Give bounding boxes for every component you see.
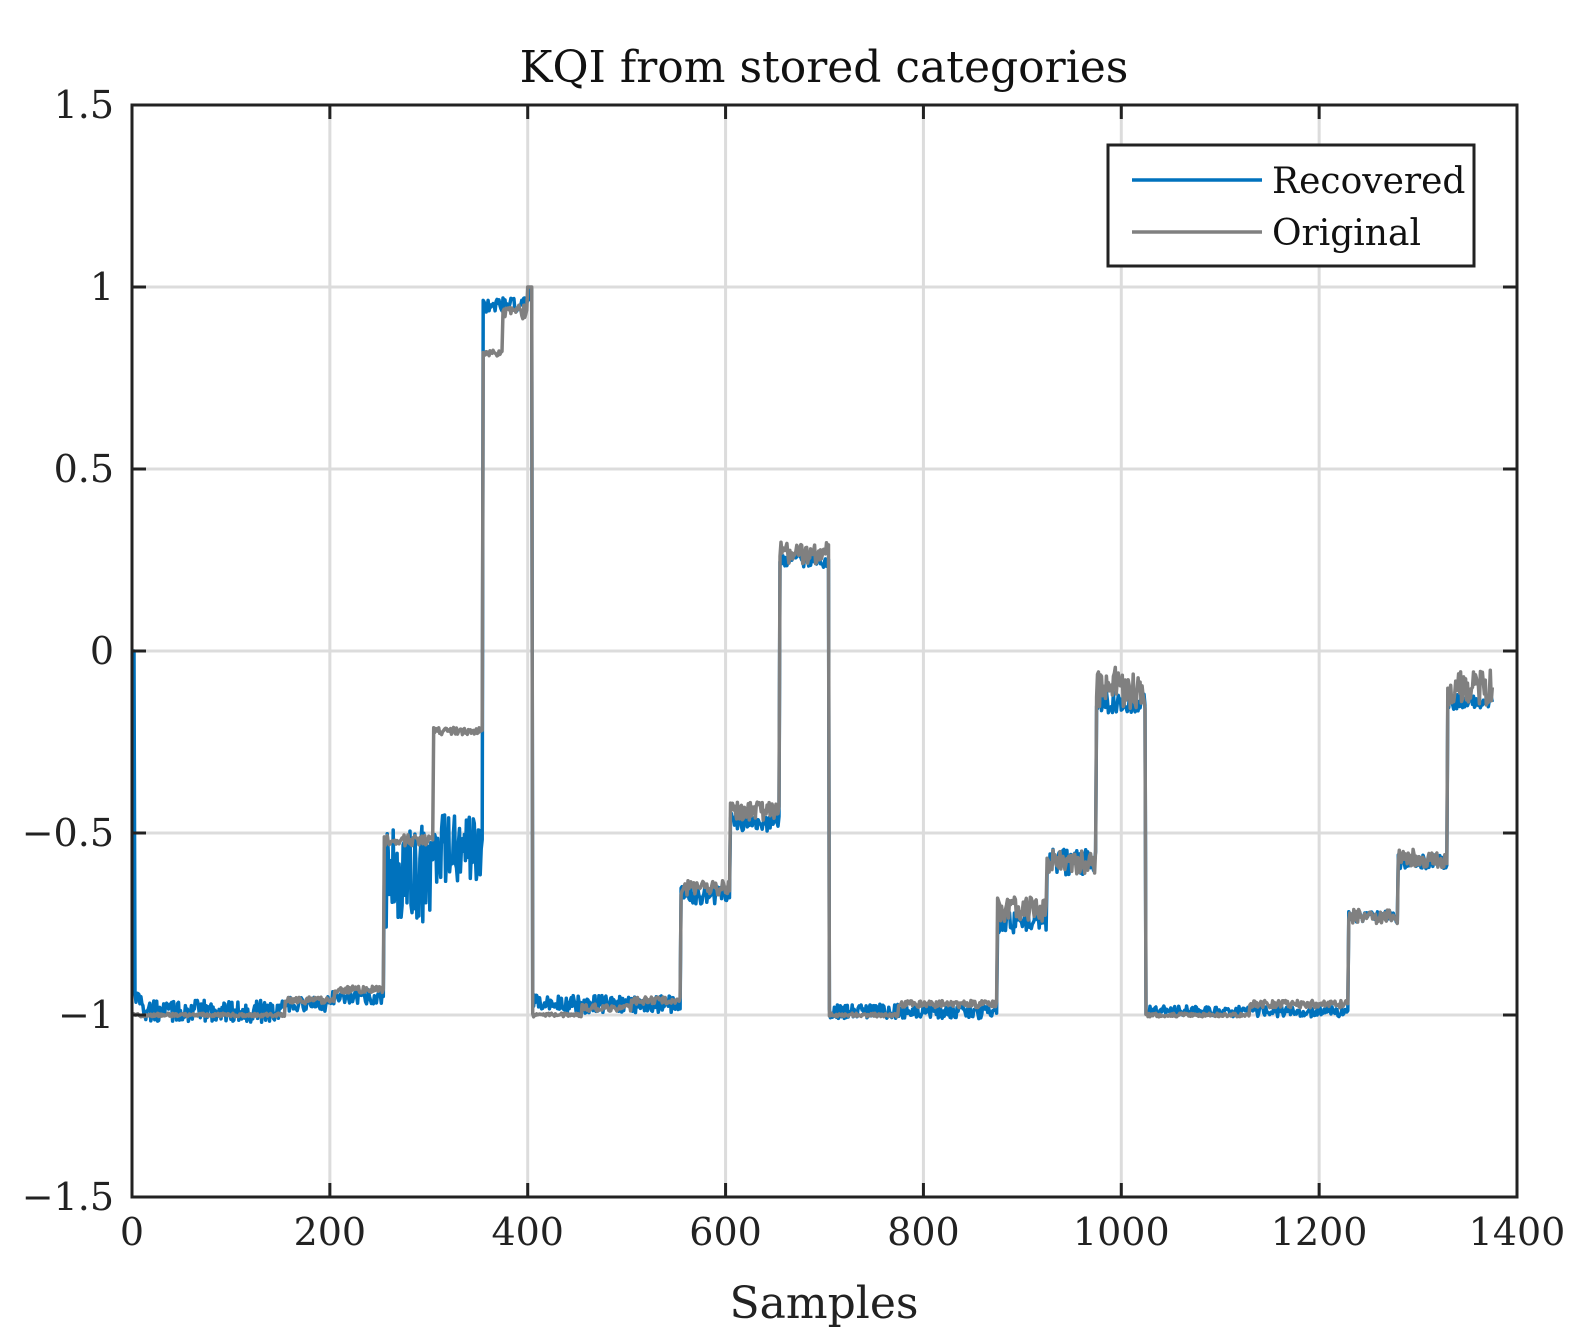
y-tick-label: −1	[58, 993, 114, 1037]
x-tick-labels: 0 200 400 600 800 1000 1200 1400	[120, 1210, 1565, 1254]
y-tick-label: 0	[90, 629, 114, 673]
x-tick-label: 200	[294, 1210, 367, 1254]
x-tick-label: 1000	[1073, 1210, 1170, 1254]
legend-box	[1106, 143, 1476, 268]
x-tick-label: 0	[120, 1210, 144, 1254]
y-tick-label: 1	[90, 265, 114, 309]
chart-title: KQI from stored categories	[520, 42, 1129, 93]
x-tick-label: 400	[491, 1210, 564, 1254]
y-tick-labels: 1.5 1 0.5 0 −0.5 −1 −1.5	[22, 83, 114, 1219]
tick-marks	[130, 103, 1519, 1199]
y-tick-label: 0.5	[54, 447, 114, 491]
x-axis-title: Samples	[730, 1278, 919, 1329]
x-tick-label: 1200	[1271, 1210, 1368, 1254]
original-series-line	[131, 285, 1495, 1019]
legend-label-original: Original	[1272, 213, 1421, 254]
y-tick-label: 1.5	[54, 83, 114, 127]
series-lines	[131, 285, 1495, 1024]
y-tick-label: −1.5	[22, 1175, 114, 1219]
x-tick-label: 800	[887, 1210, 960, 1254]
legend-label-recovered: Recovered	[1272, 161, 1465, 202]
x-tick-label: 1400	[1469, 1210, 1566, 1254]
legend: Recovered Original	[1106, 143, 1476, 268]
grid-lines	[132, 105, 1517, 1197]
x-tick-label: 600	[689, 1210, 762, 1254]
y-tick-label: −0.5	[22, 811, 114, 855]
